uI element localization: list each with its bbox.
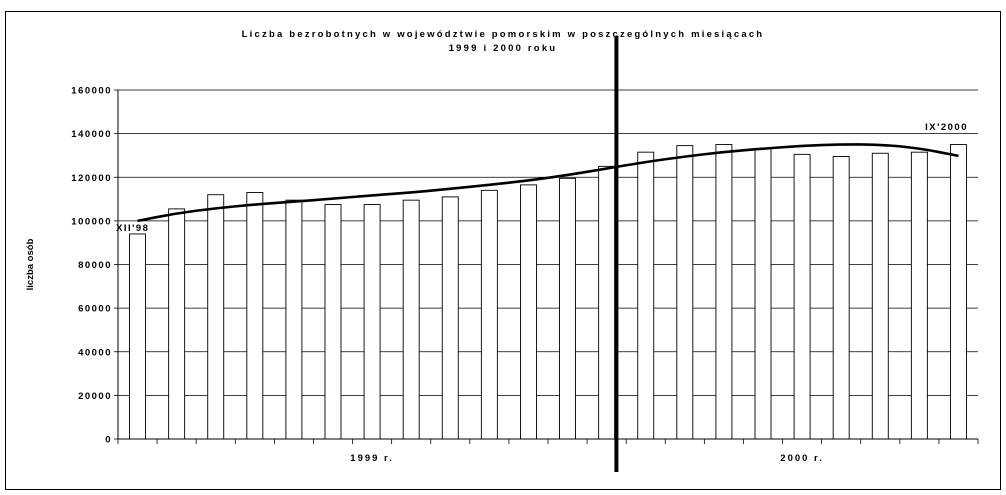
y-tick-label: 0 bbox=[105, 435, 112, 446]
bar bbox=[520, 184, 537, 440]
y-tick-label: 40000 bbox=[78, 347, 112, 358]
y-tick-label: 20000 bbox=[78, 391, 112, 402]
bar bbox=[715, 144, 733, 440]
bar bbox=[950, 144, 967, 440]
annotation-end: IX'2000 bbox=[925, 122, 968, 133]
bar bbox=[207, 194, 225, 440]
bar bbox=[246, 192, 264, 440]
y-tick-label: 100000 bbox=[71, 216, 112, 227]
chart-title: Liczba bezrobotnych w województwie pomor… bbox=[241, 29, 765, 40]
bar bbox=[168, 208, 186, 440]
y-tick-label: 80000 bbox=[78, 260, 112, 271]
bar bbox=[598, 165, 616, 440]
bar bbox=[754, 148, 772, 440]
y-axis-title: liczba osób bbox=[25, 238, 36, 290]
trend-line bbox=[137, 143, 959, 223]
year-label-1999: 1999 r. bbox=[350, 453, 394, 464]
y-tick-label: 120000 bbox=[71, 173, 112, 184]
bar bbox=[285, 199, 303, 440]
bar bbox=[559, 177, 576, 440]
annotation-start: XII'98 bbox=[116, 223, 149, 234]
bar bbox=[910, 151, 928, 440]
bar bbox=[363, 204, 381, 440]
bar bbox=[324, 204, 342, 440]
bar bbox=[129, 233, 146, 440]
bar bbox=[480, 189, 498, 440]
bar bbox=[676, 145, 694, 440]
bar bbox=[441, 196, 459, 440]
y-tick-label: 60000 bbox=[78, 304, 112, 315]
bar bbox=[871, 152, 889, 440]
year-label-2000: 2000 r. bbox=[780, 453, 824, 464]
bar bbox=[637, 151, 655, 440]
bar bbox=[832, 156, 850, 440]
y-tick-label: 160000 bbox=[71, 86, 112, 97]
chart-subtitle: 1999 i 2000 roku bbox=[448, 43, 558, 54]
bar bbox=[402, 199, 420, 440]
bar bbox=[793, 153, 811, 440]
y-tick-label: 140000 bbox=[71, 129, 112, 140]
